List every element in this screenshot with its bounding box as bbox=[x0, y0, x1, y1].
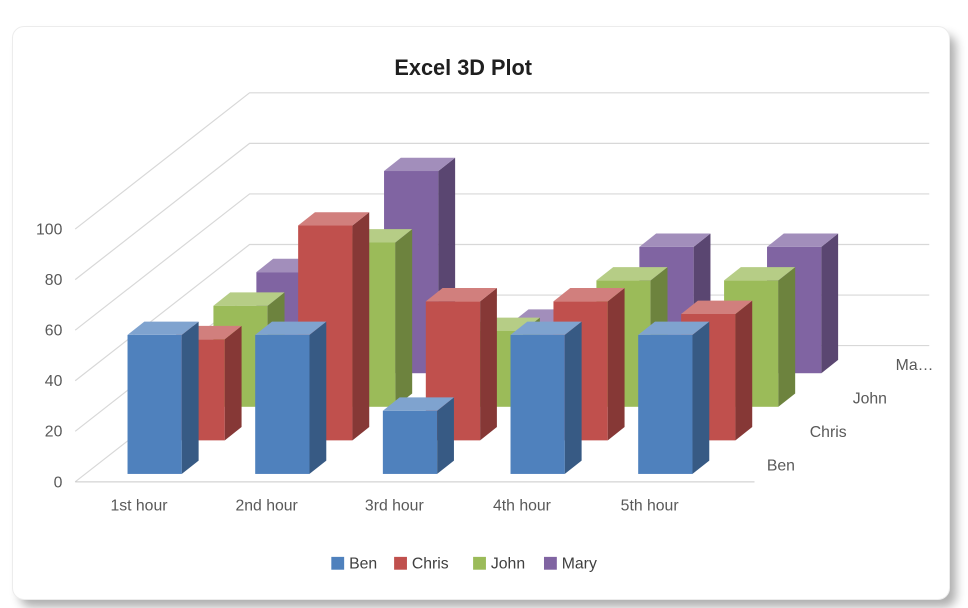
bar-side-face bbox=[692, 321, 710, 474]
depth-label-ma: Ma… bbox=[896, 357, 934, 374]
bar-top-face bbox=[638, 321, 710, 335]
gridline-100 bbox=[74, 92, 930, 230]
category-label-5: 5th hour bbox=[621, 497, 679, 514]
bar-side-face bbox=[564, 321, 582, 474]
legend-swatch bbox=[543, 556, 557, 570]
category-label-4: 4th hour bbox=[493, 497, 551, 514]
legend-swatch bbox=[394, 556, 407, 570]
bar-side-face bbox=[437, 397, 454, 474]
legend-label: Chris bbox=[412, 556, 449, 573]
bar-front-face bbox=[382, 410, 438, 474]
value-tick-60: 60 bbox=[45, 323, 63, 340]
bar-front-face bbox=[510, 334, 565, 474]
bar-top-face bbox=[127, 321, 199, 335]
legend-item-ben: Ben bbox=[331, 556, 377, 573]
bar-front-face bbox=[638, 334, 693, 474]
value-tick-20: 20 bbox=[45, 424, 63, 441]
bar-top-face bbox=[255, 321, 327, 335]
bar-top-face bbox=[382, 397, 454, 411]
bar-side-face bbox=[778, 267, 796, 407]
category-label-3: 3rd hour bbox=[365, 497, 424, 514]
depth-label-ben: Ben bbox=[767, 457, 795, 474]
bar-side-face bbox=[181, 321, 199, 474]
bar-side-face bbox=[224, 325, 242, 441]
bar-top-face bbox=[724, 267, 796, 281]
category-label-1: 1st hour bbox=[110, 497, 167, 514]
bar-side-face bbox=[480, 288, 497, 441]
axis-labels-layer: 0 20 40 60 80 100 1st hour 2nd hour 3rd hour 4th … bbox=[36, 222, 933, 515]
bar-ben-1st-hour bbox=[127, 321, 199, 474]
bar-top-face bbox=[767, 233, 839, 247]
bar-top-face bbox=[553, 288, 625, 302]
value-tick-40: 40 bbox=[45, 373, 63, 390]
legend: Ben Chris John Mary bbox=[331, 556, 597, 573]
bar-top-face bbox=[213, 292, 285, 306]
bar-ben-2nd-hour bbox=[255, 321, 327, 474]
bar-top-face bbox=[510, 321, 582, 335]
gridline-60 bbox=[74, 193, 930, 331]
bars-layer bbox=[127, 157, 839, 474]
legend-item-john: John bbox=[473, 556, 525, 573]
bar-front-face bbox=[127, 334, 182, 474]
bar-ben-5th-hour bbox=[638, 321, 710, 474]
bar-side-face bbox=[309, 321, 327, 474]
bar-side-face bbox=[735, 300, 753, 441]
legend-swatch bbox=[473, 556, 486, 570]
category-label-2: 2nd hour bbox=[235, 497, 297, 514]
bar-top-face bbox=[425, 288, 497, 302]
bar-top-face bbox=[298, 212, 370, 226]
gridline-80 bbox=[74, 142, 930, 281]
bar-top-face bbox=[384, 157, 456, 172]
bar-front-face bbox=[255, 334, 310, 474]
bar-ben-4th-hour bbox=[510, 321, 582, 474]
depth-label-chris: Chris bbox=[810, 424, 847, 441]
bar-top-face bbox=[596, 267, 668, 281]
bar-side-face bbox=[607, 288, 625, 441]
bar-top-face bbox=[639, 233, 711, 247]
legend-item-chris: Chris bbox=[394, 556, 449, 573]
bar-ben-3rd-hour bbox=[382, 397, 454, 474]
bar-top-face bbox=[681, 300, 753, 314]
value-tick-0: 0 bbox=[54, 474, 63, 491]
bar-side-face bbox=[821, 233, 839, 374]
chart-title: Excel 3D Plot bbox=[394, 55, 532, 80]
legend-label: John bbox=[491, 556, 525, 573]
legend-swatch bbox=[331, 556, 345, 570]
legend-label: Mary bbox=[562, 556, 597, 573]
value-tick-80: 80 bbox=[45, 272, 63, 289]
depth-label-john: John bbox=[853, 390, 887, 407]
excel-chart-card: 0 20 40 60 80 100 1st hour 2nd hour 3rd hour 4th … bbox=[12, 26, 950, 600]
value-tick-100: 100 bbox=[36, 222, 63, 239]
bar-side-face bbox=[395, 229, 413, 407]
bar-side-face bbox=[352, 212, 370, 441]
legend-item-mary: Mary bbox=[543, 556, 597, 573]
3d-column-chart: 0 20 40 60 80 100 1st hour 2nd hour 3rd hour 4th … bbox=[36, 55, 933, 573]
legend-label: Ben bbox=[349, 556, 377, 573]
